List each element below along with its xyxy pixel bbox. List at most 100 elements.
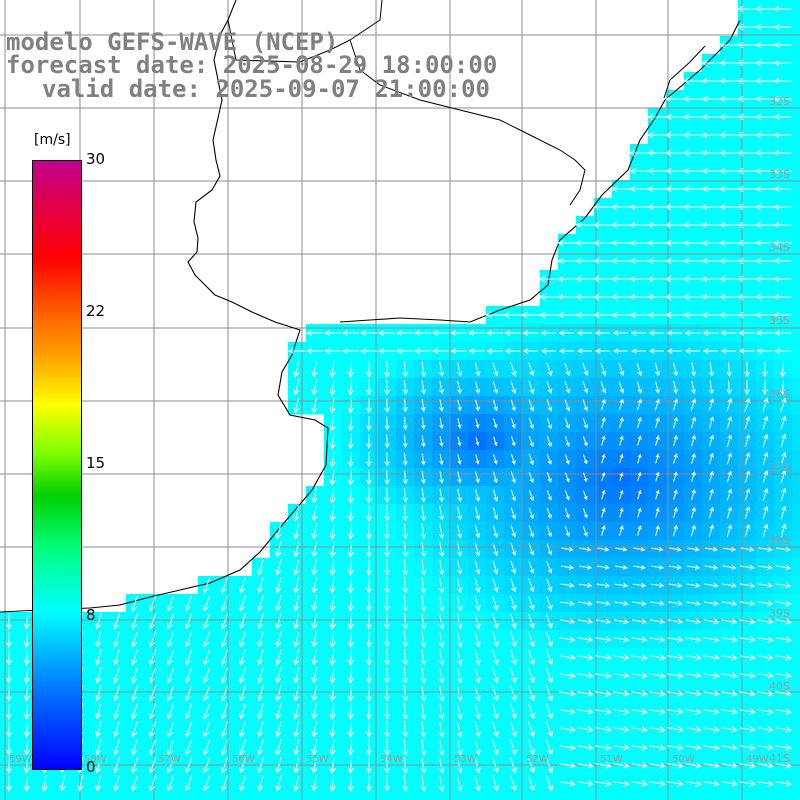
wind-arrow (311, 703, 318, 720)
wind-cell (522, 792, 541, 800)
wind-arrow (744, 452, 751, 465)
wind-arrow (420, 559, 427, 576)
wind-arrow (665, 167, 684, 175)
wind-arrow (293, 649, 300, 666)
wind-arrow (221, 721, 229, 738)
wind-cell (792, 450, 800, 469)
wind-arrow (737, 41, 756, 49)
wind-arrow (737, 23, 756, 31)
wind-arrow (396, 329, 413, 337)
wind-arrow (493, 418, 498, 429)
wind-arrow (510, 362, 517, 377)
wind-arrow (701, 311, 720, 319)
wind-arrow (275, 667, 282, 684)
wind-arrow (739, 618, 756, 625)
wind-arrow (5, 685, 13, 702)
wind-arrow (329, 361, 336, 378)
wind-arrow (780, 469, 787, 484)
wind-cell (612, 792, 631, 800)
wind-arrow (683, 149, 702, 157)
wind-cell (792, 612, 800, 631)
wind-arrow (347, 667, 354, 684)
wind-arrow (510, 757, 517, 774)
wind-arrow (647, 167, 666, 175)
wind-arrow (384, 434, 390, 449)
wind-arrow (275, 703, 282, 720)
wind-arrow (582, 399, 588, 412)
wind-arrow (740, 546, 755, 552)
wind-arrow (347, 523, 354, 540)
wind-arrow (432, 347, 449, 355)
wind-cell (792, 270, 800, 289)
wind-arrow (329, 397, 336, 414)
wind-arrow (402, 667, 409, 684)
wind-arrow (560, 600, 575, 607)
wind-arrow (629, 221, 648, 229)
wind-arrow (384, 541, 391, 558)
wind-arrow (593, 203, 612, 211)
wind-arrow (384, 631, 391, 648)
wind-arrow (719, 77, 738, 85)
wind-arrow (347, 775, 354, 792)
wind-arrow (650, 582, 665, 588)
wind-arrow (23, 703, 30, 720)
wind-arrow (755, 275, 774, 283)
wind-arrow (402, 523, 409, 540)
wind-arrow (396, 347, 413, 355)
wind-arrow (757, 780, 774, 787)
wind-arrow (780, 433, 787, 448)
wind-arrow (402, 577, 409, 594)
wind-arrow (293, 721, 300, 738)
wind-arrow (420, 577, 427, 594)
wind-arrow (527, 667, 535, 684)
wind-arrow (673, 471, 678, 482)
wind-arrow (257, 595, 264, 612)
wind-arrow (557, 293, 576, 301)
wind-arrow (329, 775, 336, 792)
wind-arrow (113, 703, 120, 720)
wind-arrow (669, 547, 682, 552)
wind-arrow (691, 471, 696, 483)
wind-arrow (668, 600, 683, 607)
wind-arrow (432, 329, 449, 337)
wind-arrow (384, 757, 391, 774)
wind-arrow (685, 744, 702, 751)
wind-arrow (539, 311, 558, 319)
wind-cell (540, 792, 559, 800)
wind-cell (288, 792, 307, 800)
wind-arrow (527, 703, 535, 720)
wind-arrow (510, 507, 517, 520)
wind-arrow (203, 667, 211, 684)
wind-arrow (203, 613, 211, 630)
wind-arrow (773, 167, 792, 175)
wind-arrow (593, 293, 612, 301)
coastline (0, 0, 329, 613)
wind-arrow (595, 636, 612, 643)
wind-arrow (667, 744, 684, 751)
wind-arrow (185, 703, 193, 720)
wind-arrow (739, 600, 756, 607)
wind-arrow (755, 221, 774, 229)
wind-cell (792, 108, 800, 127)
wind-arrow (690, 524, 696, 537)
wind-arrow (633, 547, 646, 552)
wind-arrow (365, 739, 373, 756)
wind-arrow (185, 721, 193, 738)
wind-arrow (701, 293, 720, 301)
wind-arrow (420, 685, 427, 702)
wind-arrow (773, 77, 792, 85)
wind-arrow (528, 453, 534, 466)
wind-arrow (527, 631, 535, 648)
wind-arrow (438, 739, 445, 756)
wind-arrow (601, 453, 606, 464)
wind-arrow (167, 631, 175, 648)
wind-arrow (113, 775, 120, 792)
wind-arrow (577, 348, 592, 354)
wind-arrow (667, 654, 684, 661)
wind-arrow (492, 631, 499, 648)
wind-arrow (384, 416, 390, 431)
wind-arrow (457, 436, 462, 447)
wind-arrow (95, 721, 102, 738)
wind-arrow (167, 667, 175, 684)
wind-arrow (257, 757, 264, 774)
